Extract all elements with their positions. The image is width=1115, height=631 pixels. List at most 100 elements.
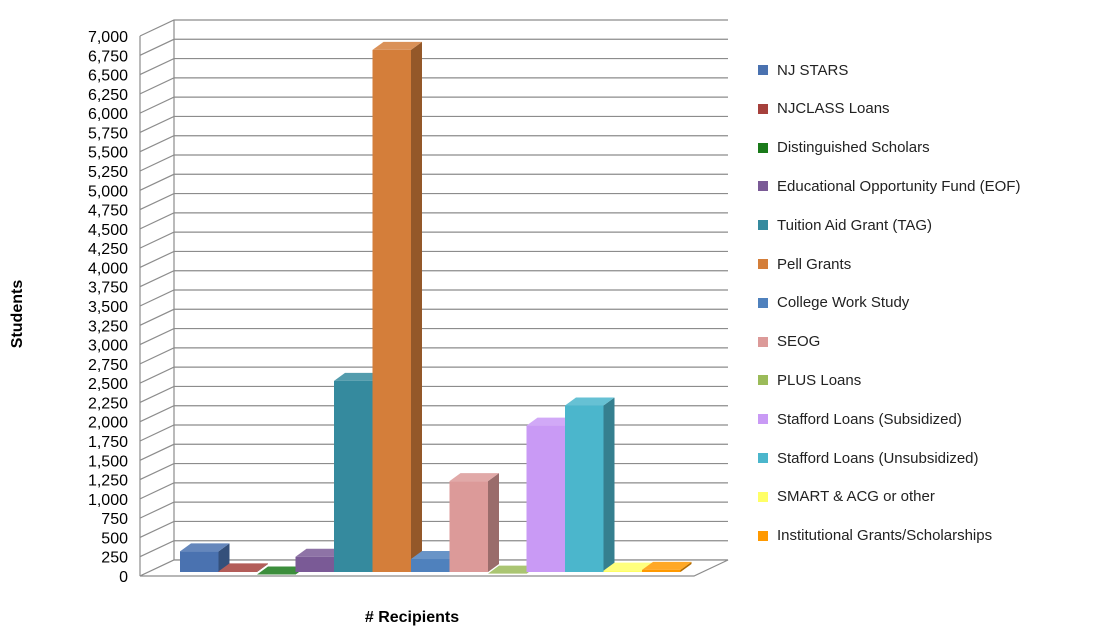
gridline: [139, 77, 728, 95]
legend-swatch: [758, 142, 768, 153]
legend-swatch: [758, 491, 768, 502]
gridline: [139, 462, 728, 481]
y-tick-label: 6,500: [88, 68, 128, 85]
gridline: [139, 115, 728, 133]
legend-swatch: [758, 336, 768, 347]
bar-top: [372, 41, 422, 50]
y-tick-label: 5,000: [88, 183, 128, 200]
y-tick-label: 6,250: [88, 87, 128, 104]
bar-side: [411, 41, 422, 572]
gridline: [139, 347, 728, 365]
bar-top: [411, 551, 461, 560]
legend-label: PLUS Loans: [777, 371, 862, 389]
legend-swatch: [758, 65, 768, 75]
bar-front: [218, 571, 257, 572]
y-tick-label: 2,000: [88, 415, 128, 432]
legend-swatch: [758, 375, 768, 386]
y-tick-label: 7,000: [88, 29, 128, 46]
bar-top: [180, 543, 230, 552]
legend-label: Stafford Loans (Subsidized): [777, 410, 962, 428]
legend-item: SMART & ACG or other: [758, 485, 935, 509]
legend-item: SEOG: [758, 330, 820, 354]
gridline: [139, 327, 728, 346]
gridline: [139, 96, 728, 114]
y-tick-label: 5,250: [88, 164, 128, 181]
legend-label: College Work Study: [777, 294, 910, 312]
legend-item: PLUS Loans: [758, 368, 861, 392]
y-tick-label: 2,250: [88, 395, 128, 412]
y-tick-label: 250: [101, 550, 128, 567]
gridline: [139, 192, 728, 211]
bar-top: [257, 566, 307, 575]
legend-swatch: [758, 414, 768, 425]
gridline: [139, 405, 728, 423]
gridline: [139, 231, 728, 249]
bar-side: [603, 397, 615, 572]
gridline: [139, 212, 728, 230]
chart-bars: [180, 41, 692, 575]
gridline: [139, 270, 728, 288]
y-tick-label: 1,500: [88, 453, 128, 470]
bar-front: [372, 49, 411, 572]
gridline: [139, 366, 728, 384]
legend-swatch: [758, 530, 768, 541]
y-tick-label: 3,750: [88, 280, 128, 297]
bar-front: [411, 559, 450, 572]
legend-swatch: [758, 181, 768, 192]
gridline: [139, 482, 728, 500]
y-tick-label: 3,000: [88, 338, 128, 355]
legend-item: Institutional Grants/Scholarships: [758, 524, 992, 548]
y-tick-label: 3,500: [88, 299, 128, 316]
legend-item: Stafford Loans (Subsidized): [758, 407, 962, 431]
chart: 0 250 500 750 1,000 1,250 1,500 1,750 2,000 2,250…: [9, 19, 729, 626]
y-axis-title: Students: [9, 280, 26, 349]
bar-seog: [449, 473, 499, 572]
legend-label: Institutional Grants/Scholarships: [777, 527, 993, 545]
y-tick-label: 500: [101, 530, 128, 547]
bar-institutional-grants-scholarships: [642, 561, 692, 572]
legend-label: Tuition Aid Grant (TAG): [777, 216, 933, 234]
legend-label: Stafford Loans (Unsubsidized): [777, 449, 979, 467]
gridline: [139, 38, 728, 56]
legend-label: SMART & ACG or other: [777, 488, 935, 506]
bar-front: [603, 570, 642, 572]
legend-label: Distinguished Scholars: [777, 139, 930, 157]
y-tick-label: 750: [101, 511, 128, 528]
legend-label: NJ STARS: [777, 61, 849, 79]
bar-top: [603, 562, 653, 571]
bar-top: [642, 561, 692, 570]
bar-top: [449, 473, 499, 482]
bar-front: [180, 551, 219, 572]
y-tick-label: 6,750: [88, 48, 128, 65]
legend-item: NJ STARS: [758, 58, 848, 82]
bar-top: [218, 563, 268, 572]
gridline: [139, 173, 728, 191]
gridline: [139, 135, 728, 153]
gridline: [139, 57, 728, 76]
y-tick-label: 4,750: [88, 203, 128, 220]
legend-swatch: [758, 103, 768, 114]
bar-side: [488, 473, 499, 572]
gridline: [139, 424, 728, 442]
bar-front: [642, 569, 681, 572]
bar-pell-grants: [372, 41, 422, 572]
legend-item: College Work Study: [758, 291, 909, 315]
y-tick-label: 0: [119, 569, 128, 586]
bar-front: [295, 556, 334, 572]
y-tick-label: 4,000: [88, 260, 128, 277]
y-tick-label: 6,000: [88, 106, 128, 123]
y-tick-label: 1,000: [88, 492, 128, 509]
bar-side: [680, 561, 692, 572]
legend-swatch: [758, 453, 768, 463]
gridline: [139, 385, 728, 403]
gridline: [139, 501, 728, 519]
y-tick-label: 4,500: [88, 222, 128, 239]
bar-front: [565, 405, 604, 572]
gridline: [139, 520, 728, 538]
legend-item: NJCLASS Loans: [758, 97, 890, 121]
legend-item: Educational Opportunity Fund (EOF): [758, 174, 1020, 198]
bar-side: [257, 563, 268, 572]
gridline: [139, 308, 728, 326]
bar-nj-stars: [180, 543, 230, 572]
bar-front: [334, 380, 373, 572]
